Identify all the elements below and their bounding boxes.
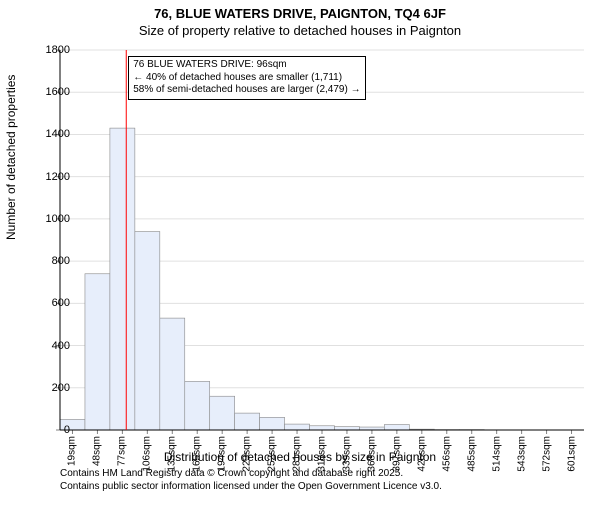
annotation-line2: ← 40% of detached houses are smaller (1,… (133, 72, 360, 85)
y-tick-label: 200 (30, 382, 70, 394)
histogram-svg (60, 50, 584, 430)
y-tick-label: 1400 (30, 128, 70, 140)
chart-title-address: 76, BLUE WATERS DRIVE, PAIGNTON, TQ4 6JF (0, 6, 600, 21)
attribution-text: Contains HM Land Registry data © Crown c… (60, 468, 442, 493)
attribution-line1: Contains HM Land Registry data © Crown c… (60, 468, 442, 481)
y-tick-label: 1000 (30, 213, 70, 225)
y-tick-label: 1600 (30, 86, 70, 98)
y-tick-label: 800 (30, 255, 70, 267)
y-tick-label: 1800 (30, 44, 70, 56)
y-tick-label: 600 (30, 297, 70, 309)
attribution-line2: Contains public sector information licen… (60, 481, 442, 494)
plot-area: 76 BLUE WATERS DRIVE: 96sqm ← 40% of det… (60, 50, 584, 430)
annotation-line3: 58% of semi-detached houses are larger (… (133, 84, 360, 97)
chart-title-subtitle: Size of property relative to detached ho… (0, 23, 600, 38)
y-tick-label: 1200 (30, 171, 70, 183)
callout-annotation: 76 BLUE WATERS DRIVE: 96sqm ← 40% of det… (128, 56, 365, 100)
y-axis-label: Number of detached properties (4, 75, 18, 240)
annotation-line1: 76 BLUE WATERS DRIVE: 96sqm (133, 59, 360, 72)
y-tick-label: 0 (30, 424, 70, 436)
x-axis-label: Distribution of detached houses by size … (0, 450, 600, 464)
y-tick-label: 400 (30, 340, 70, 352)
